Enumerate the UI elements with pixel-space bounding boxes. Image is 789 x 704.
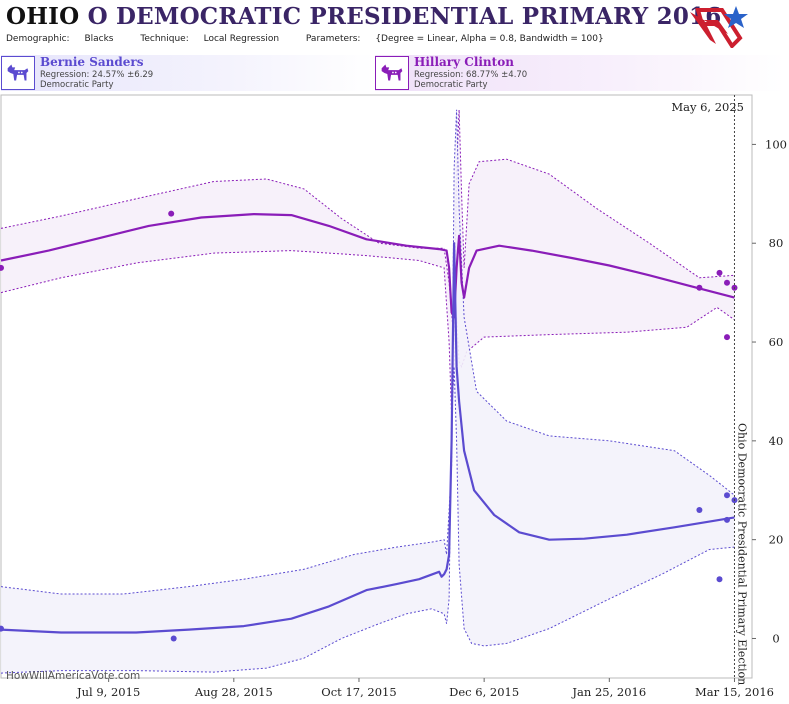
x-tick-label: Oct 17, 2015: [321, 685, 396, 699]
y-tick-label: 40: [769, 434, 784, 448]
y-tick-label: 80: [769, 236, 784, 250]
demographic-value: Blacks: [84, 34, 114, 44]
regression-lines: [0, 213, 735, 634]
hillary-clinton-poll-point: [724, 279, 730, 286]
y-tick-label: 20: [769, 533, 784, 547]
demographic-info: Demographic: Blacks: [6, 34, 126, 44]
bernie-sanders-poll-point: [716, 576, 723, 583]
party-label: Democratic Party: [414, 80, 488, 90]
bernie-sanders-regression-line: [0, 242, 735, 634]
hillary-clinton-poll-point: [168, 210, 175, 217]
parameters-value: {Degree = Linear, Alpha = 0.8, Bandwidth…: [375, 34, 604, 44]
header: OHIO O DEMOCRATIC PRESIDENTIAL PRIMARY 2…: [0, 0, 789, 52]
candidate-legend: Bernie Sanders Regression: 24.57% ±6.29 …: [0, 55, 789, 93]
page-title: OHIO O DEMOCRATIC PRESIDENTIAL PRIMARY 2…: [6, 3, 721, 30]
candidate-name: Hillary Clinton: [414, 55, 514, 69]
candidate-card-clinton[interactable]: Hillary Clinton Regression: 68.77% ±4.70…: [375, 55, 785, 91]
technique-info: Technique: Local Regression: [140, 34, 291, 44]
parameters-info: Parameters: {Degree = Linear, Alpha = 0.…: [306, 34, 616, 44]
parameters-label: Parameters:: [305, 34, 361, 44]
bernie-sanders-poll-point: [724, 492, 730, 499]
donkey-icon: [375, 56, 409, 90]
bernie-sanders-poll-point: [0, 625, 4, 632]
y-tick-label: 0: [772, 631, 779, 645]
regression-value: Regression: 68.77% ±4.70: [414, 70, 528, 80]
y-tick-label: 60: [769, 335, 784, 349]
confidence-bands: [0, 109, 735, 674]
hillary-clinton-poll-point: [696, 284, 703, 291]
stars-and-stripes-logo-icon[interactable]: [688, 4, 750, 48]
donkey-icon: [1, 56, 35, 90]
parameters-line: Demographic: Blacks Technique: Local Reg…: [6, 34, 628, 44]
hillary-clinton-lower-bound: [0, 250, 735, 417]
candidate-name: Bernie Sanders: [40, 55, 144, 69]
bernie-sanders-poll-point: [724, 516, 730, 523]
technique-label: Technique:: [140, 34, 189, 44]
bernie-sanders-band: [1, 109, 735, 674]
regression-value: Regression: 24.57% ±6.29: [40, 70, 154, 80]
x-tick-label: Dec 6, 2015: [449, 685, 519, 699]
x-tick-label: Aug 28, 2015: [194, 685, 273, 699]
title-election: O DEMOCRATIC PRESIDENTIAL PRIMARY 2016: [87, 3, 722, 30]
current-date-label: May 6, 2025: [671, 100, 744, 114]
x-tick-label: Jan 25, 2016: [571, 685, 646, 699]
election-label: Ohio Democratic Presidential Primary Ele…: [735, 423, 748, 685]
watermark: HowWillAmericaVote.com: [6, 670, 140, 682]
x-tick-label: Mar 15, 2016: [695, 685, 774, 699]
hillary-clinton-poll-point: [0, 264, 4, 271]
bernie-sanders-poll-point: [170, 635, 177, 642]
hillary-clinton-poll-point: [724, 334, 730, 341]
technique-value: Local Regression: [203, 34, 280, 44]
hillary-clinton-poll-point: [716, 269, 723, 276]
plot-area: [0, 94, 753, 679]
bernie-sanders-poll-point: [696, 507, 703, 513]
candidate-card-sanders[interactable]: Bernie Sanders Regression: 24.57% ±6.29 …: [1, 55, 376, 91]
party-label: Democratic Party: [40, 80, 114, 90]
title-state: OHIO: [6, 3, 80, 30]
hillary-clinton-band: [1, 109, 735, 417]
x-tick-label: Jul 9, 2015: [76, 685, 140, 699]
demographic-label: Demographic:: [6, 34, 70, 44]
axes: Jul 9, 2015 Aug 28, 2015 Oct 17, 2015 Dec 6…: [76, 137, 787, 699]
y-tick-label: 100: [765, 137, 787, 151]
